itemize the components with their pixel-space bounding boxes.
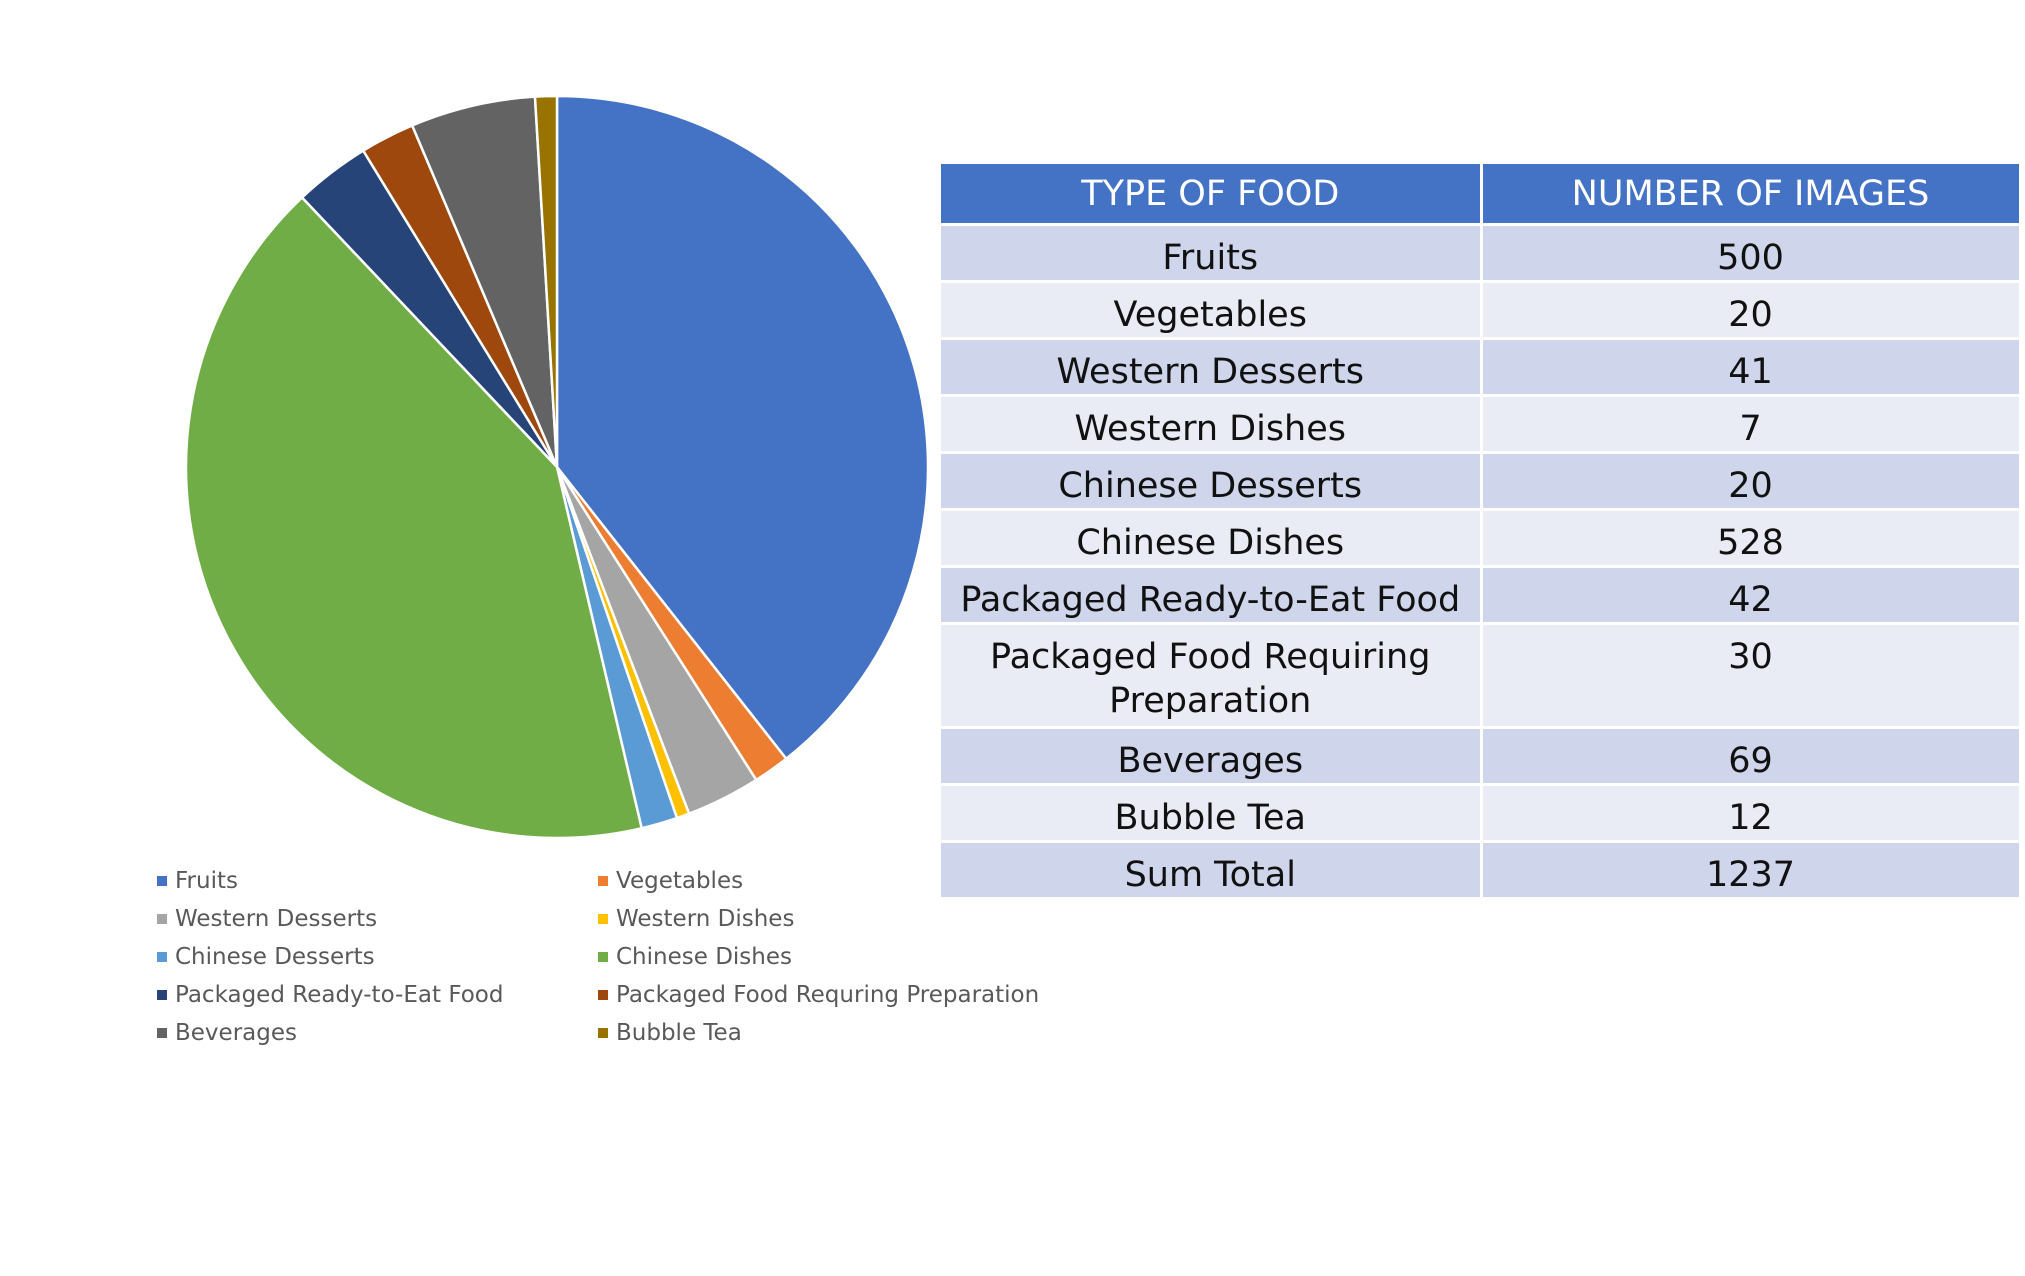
legend-item: Vegetables xyxy=(598,862,1037,900)
legend-item: Fruits xyxy=(157,862,598,900)
image-count-cell: 42 xyxy=(1481,566,2022,625)
column-header-type-of-food: TYPE OF FOOD xyxy=(941,164,1483,226)
image-count-cell: 528 xyxy=(1481,509,2022,568)
legend-label: Bubble Tea xyxy=(616,1020,742,1046)
food-type-cell: Beverages xyxy=(941,727,1483,786)
image-count-cell: 30 xyxy=(1481,623,2022,729)
table-row: Bubble Tea 12 xyxy=(941,784,2022,843)
legend-item: Western Dishes xyxy=(598,900,1037,938)
legend-label: Vegetables xyxy=(616,868,744,894)
table-row: Vegetables 20 xyxy=(941,281,2022,340)
column-header-number-of-images: NUMBER OF IMAGES xyxy=(1481,164,2022,226)
legend-swatch xyxy=(157,876,167,886)
legend-swatch xyxy=(157,1028,167,1038)
legend-label: Chinese Desserts xyxy=(175,944,375,970)
legend-swatch xyxy=(157,990,167,1000)
legend-swatch xyxy=(598,914,608,924)
table-row: Packaged Food Requiring Preparation 30 xyxy=(941,623,2022,729)
chart-legend: Fruits Vegetables Western Desserts Western … xyxy=(157,862,1040,1052)
table-row: Chinese Dishes 528 xyxy=(941,509,2022,568)
legend-label: Beverages xyxy=(175,1020,297,1046)
legend-item: Beverages xyxy=(157,1014,598,1052)
legend-item: Chinese Desserts xyxy=(157,938,598,976)
legend-label: Packaged Food Requring Preparation xyxy=(616,982,1040,1008)
food-type-cell: Western Dishes xyxy=(941,395,1483,454)
legend-item: Packaged Ready-to-Eat Food xyxy=(157,976,598,1014)
table-row: Fruits 500 xyxy=(941,224,2022,283)
table-body: Fruits 500 Vegetables 20 Western Desserts 41 W… xyxy=(941,224,2022,900)
food-type-cell: Sum Total xyxy=(941,841,1483,900)
legend-item: Bubble Tea xyxy=(598,1014,1037,1052)
food-type-cell: Chinese Desserts xyxy=(941,452,1483,511)
legend-item: Western Desserts xyxy=(157,900,598,938)
food-type-cell: Packaged Food Requiring Preparation xyxy=(941,623,1483,729)
image-count-cell: 41 xyxy=(1481,338,2022,397)
pie-slice-fruits xyxy=(555,94,930,760)
legend-item: Chinese Dishes xyxy=(598,938,1037,976)
table-row: Packaged Ready-to-Eat Food 42 xyxy=(941,566,2022,625)
pie-chart xyxy=(184,94,930,840)
pie-slice-chinese-dishes xyxy=(184,196,643,840)
table-row: Sum Total 1237 xyxy=(941,841,2022,900)
pie-slice-bubble-tea xyxy=(533,94,559,469)
image-count-cell: 7 xyxy=(1481,395,2022,454)
image-count-cell: 500 xyxy=(1481,224,2022,283)
legend-swatch xyxy=(598,952,608,962)
food-type-cell: Bubble Tea xyxy=(941,784,1483,843)
table-row: Western Dishes 7 xyxy=(941,395,2022,454)
image-count-cell: 20 xyxy=(1481,452,2022,511)
image-count-cell: 69 xyxy=(1481,727,2022,786)
legend-label: Western Desserts xyxy=(175,906,378,932)
legend-swatch xyxy=(598,876,608,886)
table-row: Western Desserts 41 xyxy=(941,338,2022,397)
table-row: Beverages 69 xyxy=(941,727,2022,786)
legend-label: Fruits xyxy=(175,868,238,894)
legend-swatch xyxy=(157,952,167,962)
legend-swatch xyxy=(598,1028,608,1038)
food-type-cell: Western Desserts xyxy=(941,338,1483,397)
food-images-table: TYPE OF FOOD NUMBER OF IMAGES Fruits 500 V… xyxy=(941,164,2022,900)
legend-item: Packaged Food Requring Preparation xyxy=(598,976,1040,1014)
image-count-cell: 20 xyxy=(1481,281,2022,340)
food-type-cell: Packaged Ready-to-Eat Food xyxy=(941,566,1483,625)
food-type-cell: Fruits xyxy=(941,224,1483,283)
legend-label: Chinese Dishes xyxy=(616,944,792,970)
food-type-cell: Vegetables xyxy=(941,281,1483,340)
legend-label: Packaged Ready-to-Eat Food xyxy=(175,982,504,1008)
legend-swatch xyxy=(157,914,167,924)
legend-label: Western Dishes xyxy=(616,906,795,932)
table-header-row: TYPE OF FOOD NUMBER OF IMAGES xyxy=(941,164,2022,226)
table-row: Chinese Desserts 20 xyxy=(941,452,2022,511)
legend-swatch xyxy=(598,990,608,1000)
image-count-cell: 1237 xyxy=(1481,841,2022,900)
image-count-cell: 12 xyxy=(1481,784,2022,843)
food-type-cell: Chinese Dishes xyxy=(941,509,1483,568)
